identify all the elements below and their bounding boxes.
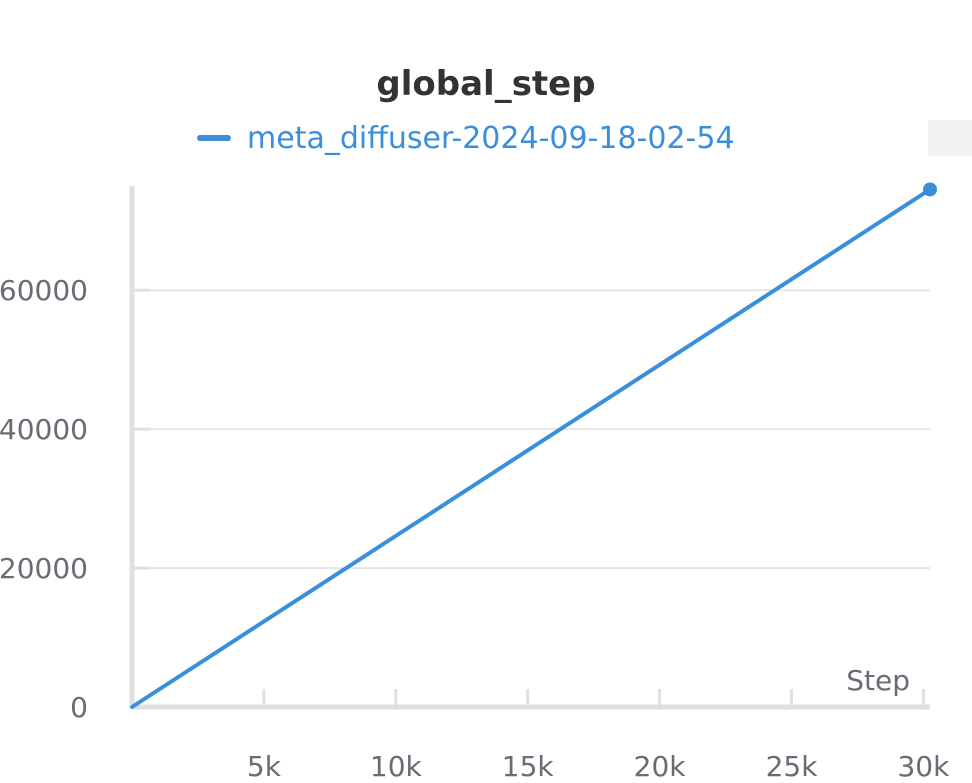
chart-title: global_step [376,64,595,104]
y-tick-label: 20000 [0,552,88,585]
x-tick-label: 10k [370,750,423,783]
grid [132,289,930,570]
x-axis-title: Step [846,664,910,697]
panel-control-edge[interactable] [928,120,972,156]
y-tick-label: 0 [70,691,88,724]
axes [129,186,930,710]
series-endpoint [923,182,937,197]
x-tick-label: 20k [634,750,687,783]
x-tick-label: 15k [502,750,555,783]
legend[interactable]: meta_diffuser-2024-09-18-02-54 [197,121,735,156]
y-tick-label: 60000 [0,274,88,307]
series-layer [130,182,937,709]
x-tick-label: 5k [247,750,282,783]
y-tick-label: 40000 [0,413,88,446]
x-tick-label: 30k [897,750,950,783]
x-tick-label: 25k [766,750,819,783]
tick-labels: 0 20000 40000 60000 5k 10k 15k 20k 25k 30k [0,274,950,783]
legend-label: meta_diffuser-2024-09-18-02-54 [247,121,735,156]
series-line [130,187,932,709]
